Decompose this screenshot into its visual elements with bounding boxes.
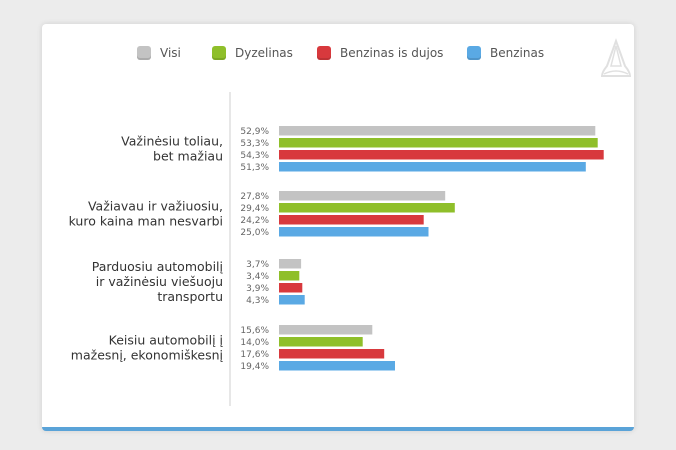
bar	[279, 325, 373, 335]
bar	[279, 259, 302, 269]
category-label: ir važinėsiu viešuoju	[96, 274, 223, 289]
category-label: bet mažiau	[153, 148, 223, 163]
value-label: 3,4%	[246, 272, 269, 282]
legend-swatch-dyzelinas	[212, 46, 226, 60]
value-label: 53,3%	[240, 139, 269, 149]
legend-label-benzinas-is-dujos: Benzinas is dujos	[340, 46, 444, 60]
category-label: transportu	[157, 289, 223, 304]
legend-item-benzinas: Benzinas	[467, 44, 544, 62]
legend-swatch-benzinas-is-dujos	[317, 46, 331, 60]
bar	[279, 271, 300, 281]
bar	[279, 215, 424, 225]
value-label: 54,3%	[240, 151, 269, 161]
bar	[279, 150, 604, 160]
value-label: 27,8%	[240, 192, 269, 202]
value-label: 29,4%	[240, 204, 269, 214]
bar	[279, 295, 305, 305]
value-label: 51,3%	[240, 163, 269, 173]
legend-swatch-benzinas	[467, 46, 481, 60]
category-label: kuro kaina man nesvarbi	[69, 213, 223, 228]
legend-swatch-visi	[137, 46, 151, 60]
value-label: 15,6%	[240, 326, 269, 336]
bar	[279, 126, 596, 136]
legend-label-benzinas: Benzinas	[490, 46, 545, 60]
bar	[279, 227, 429, 237]
value-label: 19,4%	[240, 362, 269, 372]
value-label: 4,3%	[246, 296, 269, 306]
category-label: mažesnį, ekonomiškesnį	[71, 347, 224, 362]
legend-item-dyzelinas: Dyzelinas	[212, 44, 293, 62]
category-label: Važiavau ir važiuosiu,	[88, 198, 223, 213]
bar	[279, 361, 395, 371]
category-label: Keisiu automobilį į	[109, 332, 224, 347]
bar	[279, 191, 446, 201]
value-label: 52,9%	[240, 127, 269, 137]
value-label: 17,6%	[240, 350, 269, 360]
bar	[279, 337, 363, 347]
bar-chart: Važinėsiu toliau,bet mažiau 52,9% 53,3% 54,…	[69, 92, 604, 406]
chart-card: Visi Dyzelinas Benzinas is dujos Benzina…	[42, 24, 634, 431]
legend-item-visi: Visi	[137, 44, 181, 62]
legend-item-benzinas-is-dujos: Benzinas is dujos	[317, 44, 443, 62]
category-label: Važinėsiu toliau,	[121, 133, 223, 148]
bar	[279, 349, 385, 359]
bar	[279, 138, 598, 148]
value-label: 3,9%	[246, 284, 269, 294]
value-label: 24,2%	[240, 216, 269, 226]
legend-label-dyzelinas: Dyzelinas	[235, 46, 293, 60]
bar	[279, 162, 586, 172]
legend-label-visi: Visi	[160, 46, 181, 60]
category-label: Parduosiu automobilį	[92, 259, 224, 274]
bar	[279, 203, 455, 213]
value-label: 3,7%	[246, 260, 269, 270]
brand-logo-icon	[600, 38, 632, 77]
value-label: 14,0%	[240, 338, 269, 348]
bar	[279, 283, 303, 293]
value-label: 25,0%	[240, 228, 269, 238]
